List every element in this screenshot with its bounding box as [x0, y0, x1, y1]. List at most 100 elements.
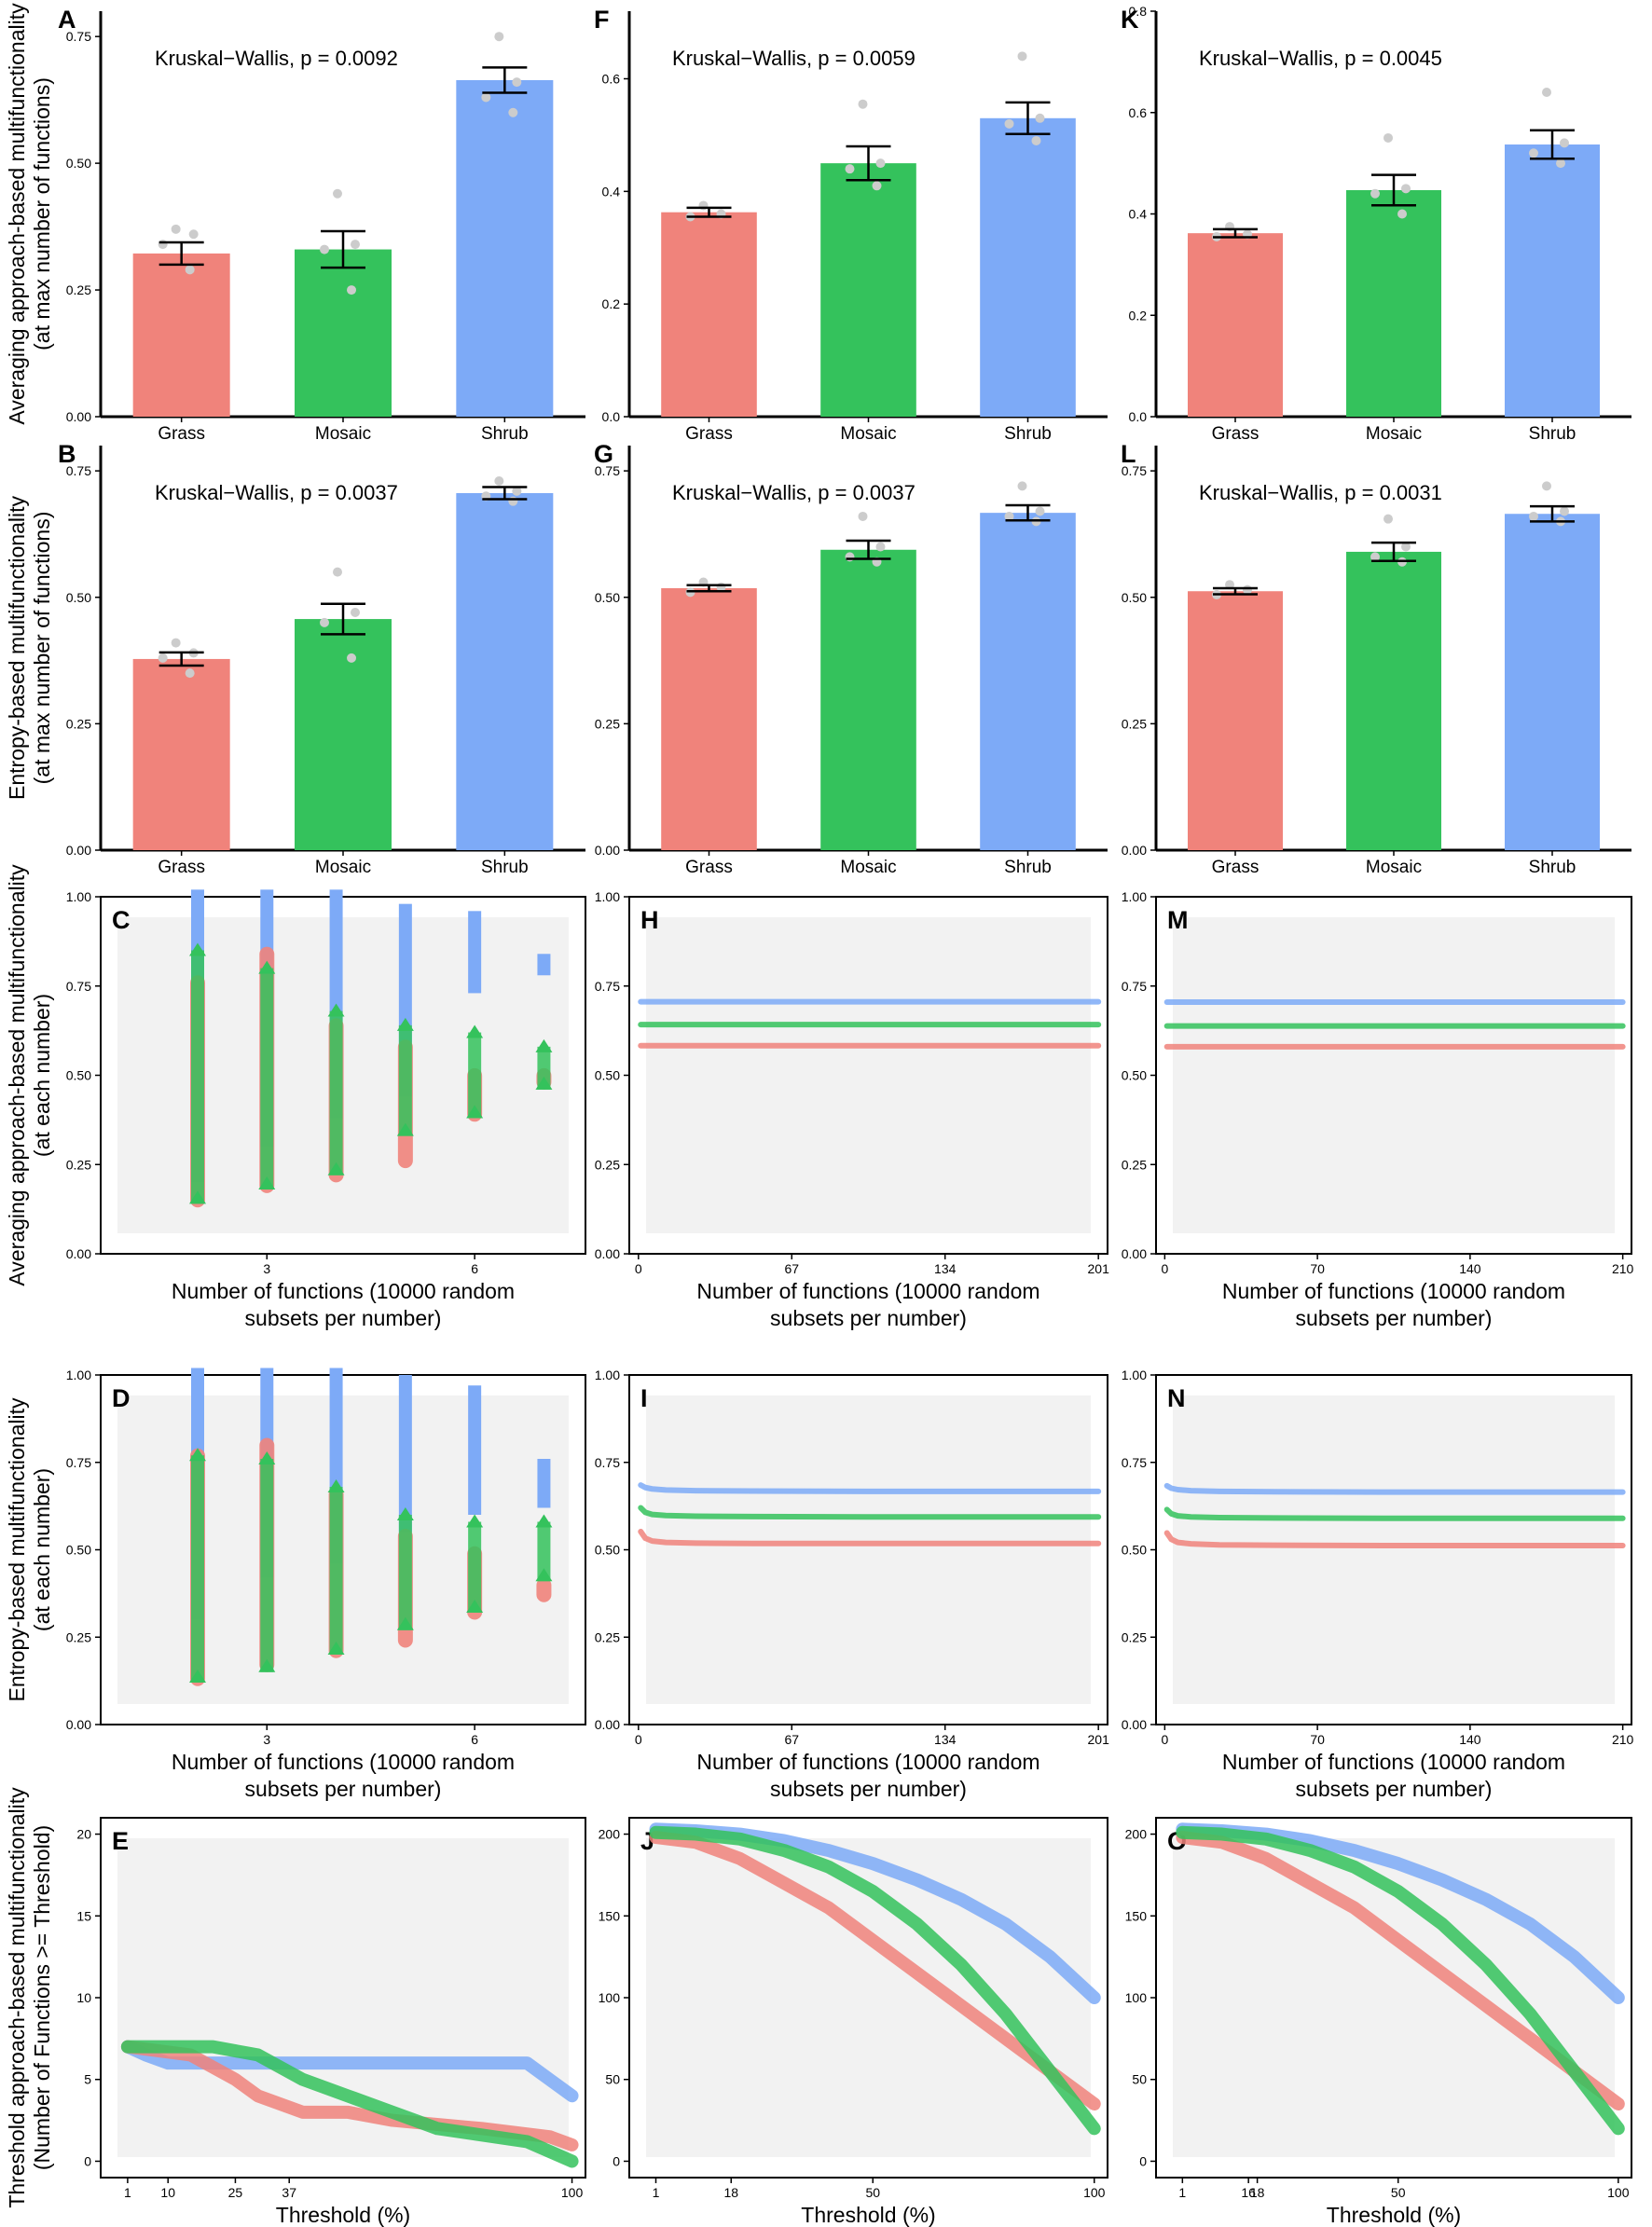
- mosaic-point: [189, 1670, 206, 1683]
- row-ylabel-line: (at each number): [30, 994, 54, 1157]
- x-tick-label: Mosaic: [315, 424, 371, 444]
- y-tick-label: 0.75: [66, 1455, 91, 1470]
- y-tick-label: 0.25: [1122, 716, 1147, 731]
- data-point: [512, 77, 522, 88]
- panel-label: C: [112, 906, 131, 934]
- mosaic-point: [396, 1017, 414, 1031]
- series-grass: [638, 1529, 1102, 1547]
- y-tick-label: 0: [613, 2153, 620, 2168]
- y-tick-label: 0.25: [66, 716, 91, 731]
- data-point: [1384, 132, 1393, 143]
- mosaic-point: [535, 1568, 553, 1582]
- x-tick-label: 0: [1161, 1261, 1168, 1276]
- mosaic-point: [327, 1642, 345, 1655]
- y-tick-label: 0.50: [595, 1543, 620, 1558]
- x-tick-label: Shrub: [1529, 858, 1576, 877]
- data-point: [1017, 481, 1027, 491]
- y-tick-label: 0.75: [595, 1455, 620, 1470]
- data-point: [875, 542, 886, 552]
- data-point: [1529, 148, 1538, 158]
- y-tick-label: 0.75: [66, 463, 91, 478]
- y-tick-label: 0.00: [1122, 843, 1147, 858]
- bar-shrub: [980, 513, 1076, 850]
- x-tick-label: Grass: [1212, 424, 1260, 444]
- bar-grass: [1188, 233, 1283, 417]
- panel-label: H: [640, 906, 659, 934]
- bar-grass: [1188, 591, 1283, 850]
- y-tick-label: 0.50: [66, 1543, 91, 1558]
- x-axis-title: subsets per number): [245, 1306, 442, 1330]
- mosaic-point: [258, 1451, 276, 1464]
- x-tick-label: 201: [1088, 1261, 1110, 1276]
- bar-shrub: [980, 117, 1076, 418]
- data-point: [1401, 542, 1411, 552]
- x-tick-label: Mosaic: [840, 424, 896, 444]
- mosaic-point: [466, 1600, 484, 1613]
- row-ylabel: Averaging approach-based multifunctional…: [5, 864, 54, 1286]
- y-tick-label: 0.50: [1122, 1543, 1147, 1558]
- data-point: [333, 188, 342, 199]
- y-tick-label: 0.00: [1122, 1246, 1147, 1261]
- x-tick-label: 67: [784, 1732, 799, 1747]
- data-point: [481, 92, 491, 103]
- row-ylabel-line: Entropy-based multifunctionality: [5, 1397, 29, 1701]
- x-axis-title: subsets per number): [1296, 1306, 1493, 1330]
- y-tick-label: 0: [1139, 2153, 1147, 2168]
- data-point: [185, 668, 195, 679]
- panel-background: [117, 1838, 569, 2157]
- x-axis-title: Number of functions (10000 random: [1222, 1750, 1565, 1774]
- mosaic-point: [396, 1507, 414, 1520]
- x-tick-label: Grass: [158, 858, 205, 877]
- data-point: [351, 608, 360, 618]
- x-tick-label: 140: [1459, 1732, 1481, 1747]
- mosaic-point: [189, 1448, 206, 1462]
- panel-c: 0.00 0.25 0.50 0.75 1.00 3 6 C Number of functio…: [66, 889, 586, 1330]
- row-ylabel: Threshold approach-based multifunctional…: [5, 1787, 54, 2208]
- x-tick-label: 50: [865, 2185, 880, 2200]
- bar-shrub: [456, 492, 554, 850]
- x-tick-label: Grass: [685, 424, 733, 444]
- y-tick-label: 15: [76, 1908, 91, 1923]
- x-tick-label: Shrub: [1004, 424, 1052, 444]
- y-tick-label: 200: [1125, 1827, 1148, 1842]
- data-point: [158, 653, 168, 663]
- y-tick-label: 0.4: [602, 184, 621, 199]
- y-tick-label: 0.75: [1122, 1455, 1147, 1470]
- x-tick-label: 3: [263, 1261, 270, 1276]
- panel-label: I: [640, 1384, 648, 1412]
- x-tick-label: 100: [1607, 2185, 1630, 2200]
- row-ylabel-line: Averaging approach-based multifunctional…: [5, 864, 29, 1286]
- y-tick-label: 50: [1132, 2072, 1147, 2087]
- mosaic-point: [258, 960, 276, 974]
- data-point: [351, 240, 360, 250]
- y-tick-label: 0.75: [1122, 979, 1147, 994]
- panel-label: G: [594, 440, 613, 468]
- y-tick-label: 0.2: [602, 296, 621, 311]
- row-ylabel-line: (at max number of functions): [30, 512, 54, 785]
- panel-label: N: [1167, 1384, 1186, 1412]
- data-point: [1225, 580, 1234, 590]
- panel-label: M: [1167, 906, 1189, 934]
- row-ylabel: Entropy-based multifunctionality (at each…: [5, 1397, 54, 1701]
- grass-point-range: [536, 1577, 552, 1602]
- x-tick-label: Shrub: [481, 858, 529, 877]
- y-tick-label: 0.8: [1129, 4, 1148, 19]
- x-tick-label: 6: [471, 1261, 478, 1276]
- mosaic-point: [189, 942, 206, 956]
- x-tick-label: 134: [934, 1261, 957, 1276]
- mosaic-point-range: [468, 1521, 482, 1613]
- y-tick-label: 0.50: [66, 1068, 91, 1083]
- row-ylabel-line: (Number of Functions >= Threshold): [30, 1825, 54, 2170]
- x-tick-label: Mosaic: [1366, 424, 1422, 444]
- mosaic-point-range: [329, 1487, 343, 1655]
- data-point: [508, 496, 518, 506]
- y-tick-label: 0: [84, 2153, 91, 2168]
- data-point: [872, 181, 882, 191]
- bar-grass: [132, 253, 230, 417]
- x-tick-label: 210: [1612, 1261, 1634, 1276]
- y-tick-label: 0.00: [66, 409, 91, 424]
- bar-mosaic: [295, 619, 392, 850]
- mosaic-point: [396, 1122, 414, 1136]
- x-tick-label: 18: [723, 2185, 738, 2200]
